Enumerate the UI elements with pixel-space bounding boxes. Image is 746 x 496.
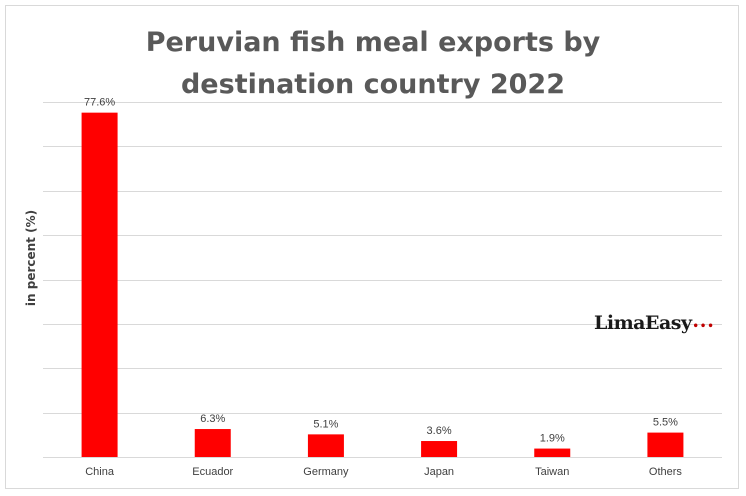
logo-text: LimaEasy xyxy=(594,312,692,334)
x-tick-labels: China Ecuador Germany Japan Taiwan Others xyxy=(85,466,682,478)
data-label-japan: 3.6% xyxy=(427,425,452,437)
x-tick-label-germany: Germany xyxy=(303,466,349,478)
x-tick-label-others: Others xyxy=(649,466,683,478)
gridlines xyxy=(43,102,722,458)
bar-taiwan xyxy=(534,448,571,457)
bar-china xyxy=(81,112,118,458)
x-tick-label-ecuador: Ecuador xyxy=(192,466,233,478)
bar-others xyxy=(647,432,684,457)
bar-ecuador xyxy=(194,429,231,457)
bar-japan xyxy=(421,441,458,457)
chart-frame xyxy=(5,5,739,489)
chart-title-line-1: Peruvian fish meal exports by xyxy=(145,27,601,58)
limaeasy-logo: LimaEasy••• xyxy=(594,312,715,334)
chart-title: Peruvian fish meal exports by destinatio… xyxy=(0,22,746,106)
x-tick-label-japan: Japan xyxy=(424,466,454,478)
chart-title-line-2: destination country 2022 xyxy=(180,69,565,100)
data-labels: 77.6% 6.3% 5.1% 3.6% 1.9% 5.5% xyxy=(84,97,678,445)
x-tick-label-taiwan: Taiwan xyxy=(535,466,569,478)
data-label-taiwan: 1.9% xyxy=(540,433,565,445)
logo-dots: ••• xyxy=(692,321,715,332)
data-label-china: 77.6% xyxy=(84,97,115,109)
bar-germany xyxy=(307,434,344,457)
bars xyxy=(81,112,684,458)
data-label-germany: 5.1% xyxy=(313,418,338,430)
x-tick-label-china: China xyxy=(85,466,115,478)
data-label-others: 5.5% xyxy=(653,417,678,429)
data-label-ecuador: 6.3% xyxy=(200,413,225,425)
